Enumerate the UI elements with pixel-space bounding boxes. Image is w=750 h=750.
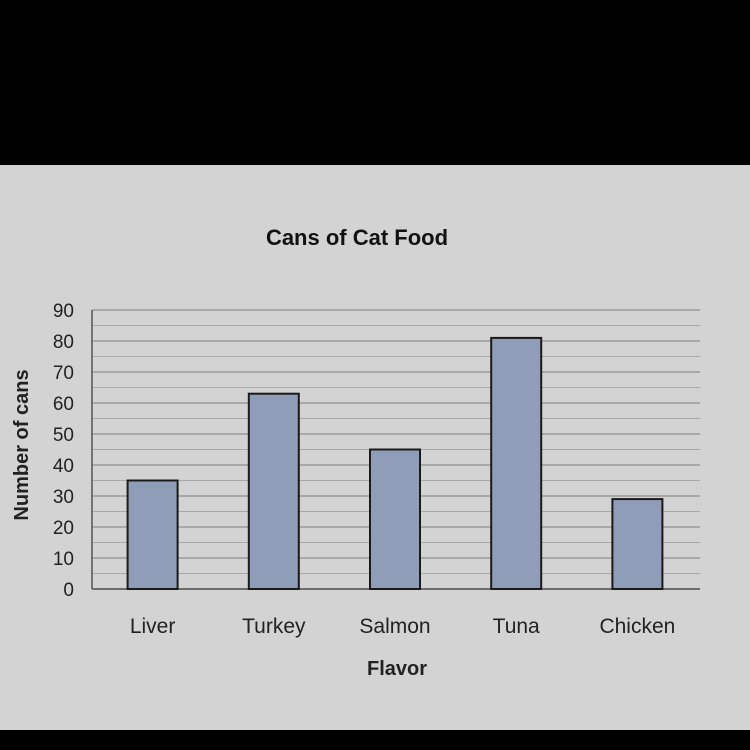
bar-chicken <box>611 498 664 591</box>
y-axis-title: Number of cans <box>11 369 33 520</box>
y-tick-labels: 0 10 20 30 40 50 60 70 80 90 <box>53 301 74 601</box>
y-tick-label: 80 <box>53 332 74 353</box>
bar-chart: Cans of Cat Food 0 10 20 30 40 50 60 70 80 90 Liv… <box>11 225 700 680</box>
y-tick-label: 20 <box>53 518 74 539</box>
y-tick-label: 30 <box>53 487 74 508</box>
x-category-label: Turkey <box>242 615 306 638</box>
y-tick-label: 60 <box>53 394 74 415</box>
gridlines <box>92 309 700 590</box>
bars <box>126 336 664 591</box>
x-category-label: Tuna <box>493 615 540 638</box>
bar-tuna <box>490 336 543 590</box>
x-axis-title: Flavor <box>367 658 427 680</box>
bar-turkey <box>247 392 300 590</box>
y-tick-label: 70 <box>53 363 74 384</box>
bar-liver <box>126 479 179 590</box>
y-tick-label: 10 <box>53 549 74 570</box>
y-tick-label: 90 <box>53 301 74 322</box>
chart-panel: Cans of Cat Food 0 10 20 30 40 50 60 70 80 90 Liv… <box>0 165 750 730</box>
y-tick-label: 50 <box>53 425 74 446</box>
chart-title: Cans of Cat Food <box>266 225 448 250</box>
bar-salmon <box>369 448 421 590</box>
x-category-label: Chicken <box>599 615 675 638</box>
category-labels: Liver Turkey Salmon Tuna Chicken <box>130 615 676 638</box>
y-tick-label: 40 <box>53 456 74 477</box>
x-category-label: Liver <box>130 615 176 638</box>
x-category-label: Salmon <box>359 615 430 638</box>
y-tick-label: 0 <box>63 580 74 601</box>
